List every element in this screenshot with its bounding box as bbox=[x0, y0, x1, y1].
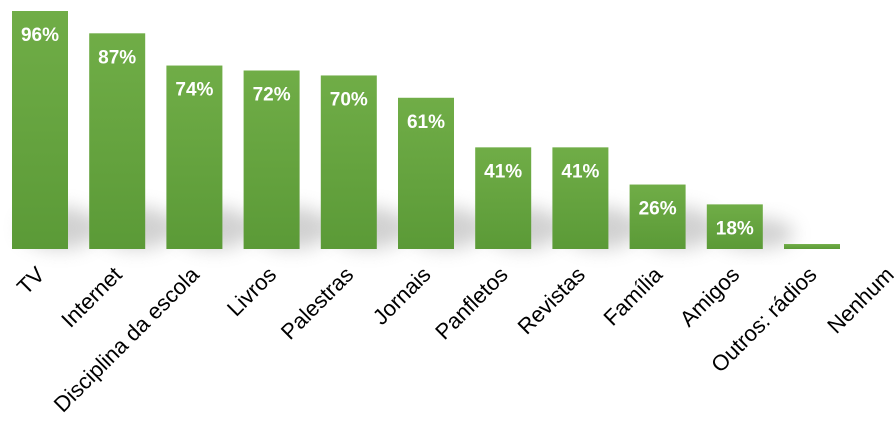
category-label-panfletos: Panfletos bbox=[430, 262, 513, 345]
category-label-revistas: Revistas bbox=[513, 262, 590, 339]
bar-tv bbox=[12, 11, 68, 249]
category-label-familia: Família bbox=[598, 261, 667, 330]
category-label-nenhum: Nenhum bbox=[822, 262, 894, 338]
value-label-jornais: 61% bbox=[407, 112, 445, 133]
value-label-palestras: 70% bbox=[330, 89, 368, 110]
value-label-livros: 72% bbox=[253, 85, 291, 106]
category-label-amigos: Amigos bbox=[675, 262, 745, 332]
bar-outros-radios bbox=[784, 244, 840, 249]
value-label-familia: 26% bbox=[639, 199, 677, 220]
category-label-jornais: Jornais bbox=[368, 262, 436, 330]
bar-amigos bbox=[706, 204, 763, 249]
bar-familia bbox=[629, 184, 686, 249]
value-labels: 96% 87% 74% 72% 70% 61% 41% 41% 26% 18% bbox=[21, 25, 754, 239]
value-label-amigos: 18% bbox=[716, 218, 754, 239]
category-label-tv: TV bbox=[12, 262, 50, 300]
bar-panfletos bbox=[475, 147, 532, 249]
bar-palestras bbox=[320, 75, 377, 249]
value-label-tv: 96% bbox=[21, 25, 59, 46]
value-label-internet: 87% bbox=[98, 47, 136, 68]
category-label-disciplina-da-escola: Disciplina da escola bbox=[49, 261, 205, 417]
value-label-panfletos: 41% bbox=[484, 161, 522, 182]
category-label-palestras: Palestras bbox=[276, 262, 359, 345]
bar-revistas bbox=[552, 147, 609, 249]
value-label-revistas: 41% bbox=[561, 161, 599, 182]
bar-livros bbox=[243, 70, 300, 249]
category-label-livros: Livros bbox=[222, 262, 281, 321]
bar-disciplina-da-escola bbox=[166, 65, 223, 250]
category-label-internet: Internet bbox=[56, 262, 126, 332]
bar-internet bbox=[89, 33, 146, 249]
bar-jornais bbox=[398, 97, 454, 249]
value-label-disciplina-da-escola: 74% bbox=[175, 80, 213, 101]
bars bbox=[12, 11, 840, 250]
